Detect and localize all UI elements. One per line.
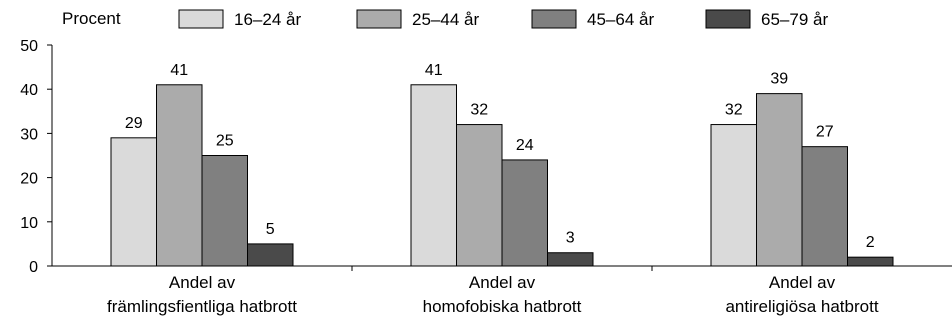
data-label: 39 bbox=[770, 71, 788, 88]
legend-label: 25–44 år bbox=[412, 10, 479, 29]
bar bbox=[247, 243, 294, 267]
bar bbox=[156, 84, 203, 267]
y-tick-label: 50 bbox=[20, 38, 38, 55]
bar bbox=[456, 124, 503, 267]
legend-label: 16–24 år bbox=[234, 10, 301, 29]
legend-swatch bbox=[356, 9, 402, 29]
y-axis-label: Procent bbox=[62, 9, 121, 28]
legend: 16–24 år 25–44 år 45–64 år 65–79 år bbox=[178, 9, 828, 29]
y-tick-label: 20 bbox=[20, 171, 38, 188]
data-label: 2 bbox=[866, 234, 875, 251]
x-category-label: Andel av bbox=[169, 273, 236, 292]
data-label: 5 bbox=[266, 221, 275, 238]
bar bbox=[110, 137, 157, 267]
legend-label: 45–64 år bbox=[587, 10, 654, 29]
data-label: 29 bbox=[125, 115, 143, 132]
x-category-label: antireligiösa hatbrott bbox=[725, 297, 878, 316]
bar bbox=[201, 155, 248, 267]
x-category-label: främlingsfientliga hatbrott bbox=[107, 297, 297, 316]
data-label: 32 bbox=[725, 102, 743, 119]
x-category-label: Andel av bbox=[769, 273, 836, 292]
data-label: 41 bbox=[425, 62, 443, 79]
bar bbox=[801, 146, 848, 267]
y-tick-label: 30 bbox=[20, 126, 38, 143]
y-tick-label: 40 bbox=[20, 82, 38, 99]
data-label: 24 bbox=[516, 137, 534, 154]
data-label: 3 bbox=[566, 230, 575, 247]
bar bbox=[710, 124, 757, 267]
data-label: 27 bbox=[816, 124, 834, 141]
legend-swatch bbox=[705, 9, 751, 29]
y-tick-label: 10 bbox=[20, 215, 38, 232]
bar bbox=[847, 256, 894, 267]
data-label: 32 bbox=[470, 102, 488, 119]
data-label: 41 bbox=[170, 62, 188, 79]
legend-swatch bbox=[178, 9, 224, 29]
legend-swatch bbox=[531, 9, 577, 29]
bar bbox=[410, 84, 457, 267]
bar bbox=[547, 252, 594, 267]
legend-label: 65–79 år bbox=[761, 10, 828, 29]
bars: 29 41 25 5 41 32 24 3 32 39 27 2 bbox=[110, 62, 894, 267]
y-tick-label: 0 bbox=[29, 259, 38, 276]
data-label: 25 bbox=[216, 133, 234, 150]
bar bbox=[501, 159, 548, 267]
bar bbox=[756, 93, 803, 267]
x-category-label: Andel av bbox=[469, 273, 536, 292]
x-axis: Andel av främlingsfientliga hatbrott Andel… bbox=[52, 265, 952, 316]
x-category-label: homofobiska hatbrott bbox=[423, 297, 582, 316]
y-axis: 0 10 20 30 40 50 bbox=[20, 38, 53, 276]
